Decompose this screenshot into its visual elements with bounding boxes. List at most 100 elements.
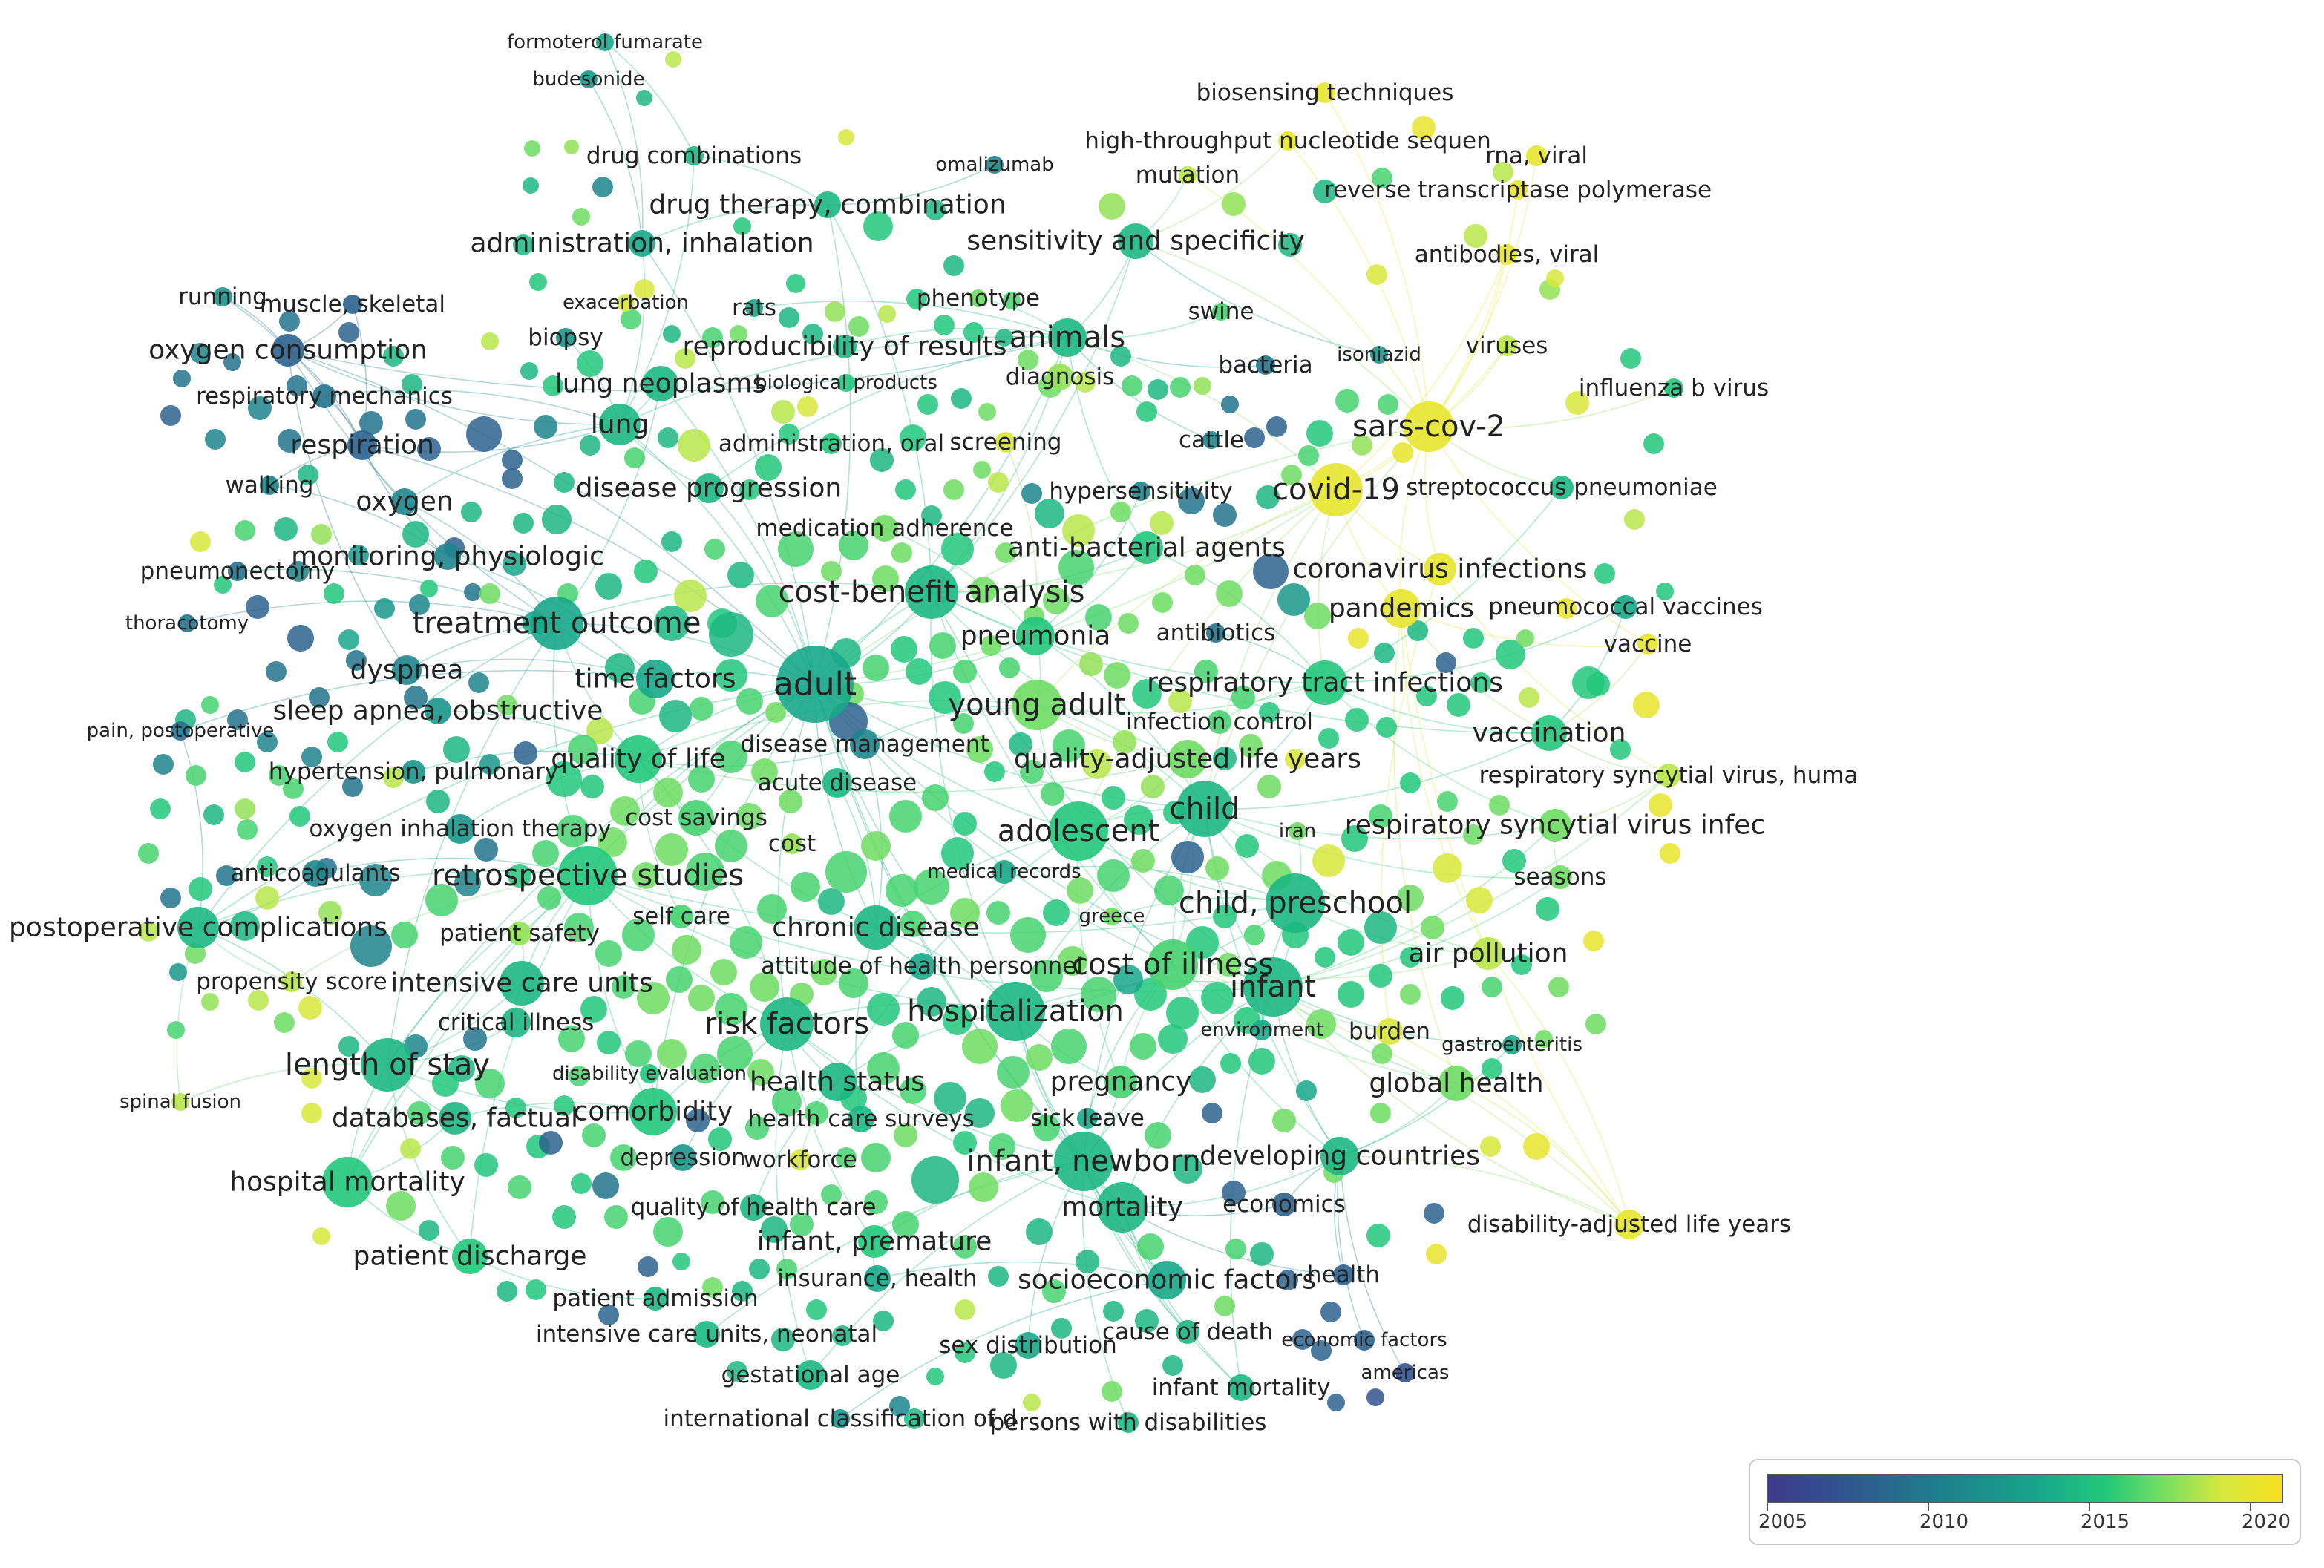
keyword-node-patient-admission[interactable]: [644, 1287, 667, 1311]
keyword-node-hospital-mortality[interactable]: [322, 1157, 373, 1207]
keyword-node-young-adult[interactable]: [1012, 680, 1062, 730]
keyword-node-burden[interactable]: [1376, 1018, 1403, 1045]
keyword-node-risk-factors[interactable]: [760, 997, 814, 1051]
keyword-node-economic-factors[interactable]: [1354, 1330, 1375, 1351]
keyword-node-attitude-of-health-personnel[interactable]: [909, 953, 935, 980]
keyword-node-cost-savings[interactable]: [678, 800, 714, 836]
keyword-node-antibodies-viral[interactable]: [1496, 244, 1517, 265]
keyword-node-sex-distribution[interactable]: [1015, 1332, 1041, 1359]
keyword-node-rna-viral[interactable]: [1526, 145, 1547, 166]
keyword-node-antibiotics[interactable]: [1206, 623, 1225, 643]
keyword-node-socioeconomic-factors[interactable]: [1148, 1261, 1186, 1299]
keyword-node-streptococcus-pneumoniae[interactable]: [1550, 476, 1574, 499]
keyword-node-anti-bacterial-agents[interactable]: [1130, 531, 1163, 564]
keyword-node-persons-with-disabilities[interactable]: [1118, 1412, 1139, 1433]
keyword-node-omalizumab[interactable]: [986, 156, 1004, 174]
keyword-node-oxygen[interactable]: [391, 488, 418, 515]
keyword-node-vaccine[interactable]: [1637, 634, 1658, 655]
keyword-node-intensive-care-units[interactable]: [500, 961, 544, 1006]
keyword-node-respiration[interactable]: [347, 430, 377, 460]
keyword-node-air-pollution[interactable]: [1472, 937, 1505, 970]
keyword-node-pneumonia[interactable]: [1016, 617, 1055, 655]
keyword-node-patient-safety[interactable]: [508, 922, 531, 945]
keyword-node-postoperative-complications[interactable]: [177, 907, 219, 948]
keyword-node-lung-neoplasms[interactable]: [643, 366, 678, 401]
keyword-node-disease-progression[interactable]: [694, 473, 724, 503]
keyword-node-cost-benefit-analysis[interactable]: [905, 565, 958, 619]
keyword-node-acute-disease[interactable]: [822, 768, 852, 798]
keyword-node-mutation[interactable]: [1179, 166, 1197, 184]
keyword-node-disease-management[interactable]: [850, 729, 880, 759]
keyword-node-disability-adjusted-life-years[interactable]: [1614, 1210, 1644, 1239]
keyword-node-medical-records[interactable]: [992, 860, 1016, 884]
keyword-node-treatment-outcome[interactable]: [530, 597, 583, 650]
keyword-node-adult[interactable]: [776, 646, 854, 723]
keyword-node-biosensing-techniques[interactable]: [1315, 82, 1335, 103]
keyword-node-databases-factual[interactable]: [439, 1102, 471, 1135]
keyword-node-economics[interactable]: [1272, 1193, 1296, 1216]
keyword-node-gestational-age[interactable]: [796, 1360, 825, 1390]
keyword-node-health-status[interactable]: [818, 1063, 857, 1101]
keyword-node-hypersensitivity[interactable]: [1131, 482, 1150, 501]
keyword-node-medication-adherence[interactable]: [871, 515, 898, 542]
keyword-node-covid-19[interactable]: [1309, 463, 1363, 516]
keyword-node-disability-evaluation[interactable]: [640, 1064, 659, 1083]
keyword-node-infection-control[interactable]: [1208, 710, 1231, 734]
keyword-node-infant-newborn[interactable]: [1054, 1132, 1113, 1191]
keyword-node-insurance-health[interactable]: [864, 1265, 891, 1292]
keyword-node-viruses[interactable]: [1496, 335, 1517, 356]
keyword-node-environment[interactable]: [1251, 1020, 1272, 1040]
keyword-node-hypertension-pulmonary[interactable]: [402, 760, 425, 784]
keyword-node-child[interactable]: [1176, 781, 1233, 837]
keyword-node-greece[interactable]: [1103, 908, 1121, 925]
keyword-node-quality-of-life[interactable]: [615, 735, 662, 783]
keyword-node-gastroenteritis[interactable]: [1502, 1035, 1522, 1054]
keyword-node-animals[interactable]: [1048, 318, 1087, 357]
keyword-node-anticoagulants[interactable]: [302, 860, 329, 887]
keyword-node-drug-combinations[interactable]: [684, 146, 704, 165]
keyword-node-quality-adjusted-life-years[interactable]: [1168, 740, 1207, 778]
keyword-node-respiratory-mechanics[interactable]: [312, 384, 336, 408]
keyword-node-cost-of-illness[interactable]: [1148, 939, 1198, 990]
keyword-node-biopsy[interactable]: [556, 328, 575, 347]
keyword-node-pneumococcal-vaccines[interactable]: [1614, 595, 1637, 619]
keyword-node-global-health[interactable]: [1438, 1066, 1474, 1101]
keyword-node-administration-inhalation[interactable]: [629, 230, 655, 257]
keyword-node-cause-of-death[interactable]: [1176, 1320, 1199, 1344]
keyword-node-health-care-surveys[interactable]: [848, 1106, 874, 1132]
keyword-node-hospitalization[interactable]: [986, 982, 1045, 1041]
keyword-node-seasons[interactable]: [1548, 865, 1572, 889]
keyword-node-intensive-care-units-neonatal[interactable]: [693, 1321, 720, 1348]
keyword-node-depression[interactable]: [670, 1144, 696, 1171]
keyword-node-retrospective-studies[interactable]: [558, 846, 618, 905]
keyword-node-oxygen-consumption[interactable]: [272, 334, 304, 367]
keyword-node-respiratory-tract-infections[interactable]: [1303, 660, 1347, 705]
keyword-node-respiratory-syncytial-virus-infec[interactable]: [1539, 809, 1571, 842]
keyword-node-diagnosis[interactable]: [1047, 364, 1073, 390]
keyword-node-screening[interactable]: [995, 432, 1016, 453]
keyword-node-sars-cov-2[interactable]: [1404, 401, 1454, 452]
keyword-node-thoracotomy[interactable]: [178, 614, 196, 632]
keyword-node-cost[interactable]: [782, 833, 802, 854]
keyword-node-administration-oral[interactable]: [821, 433, 842, 454]
keyword-node-lung[interactable]: [599, 404, 641, 445]
keyword-node-vaccination[interactable]: [1531, 715, 1567, 751]
keyword-node-rats[interactable]: [745, 299, 763, 317]
keyword-node-cattle[interactable]: [1202, 431, 1220, 449]
keyword-node-reproducibility-of-results[interactable]: [833, 335, 857, 358]
keyword-node-sick-leave[interactable]: [1077, 1108, 1098, 1129]
keyword-node-adolescent[interactable]: [1049, 801, 1108, 861]
keyword-node-quality-of-health-care[interactable]: [740, 1194, 767, 1221]
keyword-node-pandemics[interactable]: [1382, 589, 1421, 628]
keyword-node-budesonide[interactable]: [580, 70, 598, 88]
keyword-node-infant-premature[interactable]: [858, 1225, 891, 1258]
keyword-node-reverse-transcriptase-polymerase[interactable]: [1508, 180, 1528, 200]
keyword-node-pregnancy[interactable]: [1104, 1066, 1137, 1098]
keyword-node-respiratory-syncytial-virus-huma[interactable]: [1657, 764, 1680, 787]
keyword-node-isoniazid[interactable]: [1370, 346, 1388, 364]
keyword-node-comorbidity[interactable]: [629, 1088, 677, 1135]
keyword-node-length-of-stay[interactable]: [361, 1038, 414, 1092]
keyword-node-sleep-apnea-obstructive[interactable]: [425, 698, 451, 724]
keyword-node-formoterol-fumarate[interactable]: [596, 33, 614, 51]
keyword-node-iran[interactable]: [1289, 822, 1306, 840]
